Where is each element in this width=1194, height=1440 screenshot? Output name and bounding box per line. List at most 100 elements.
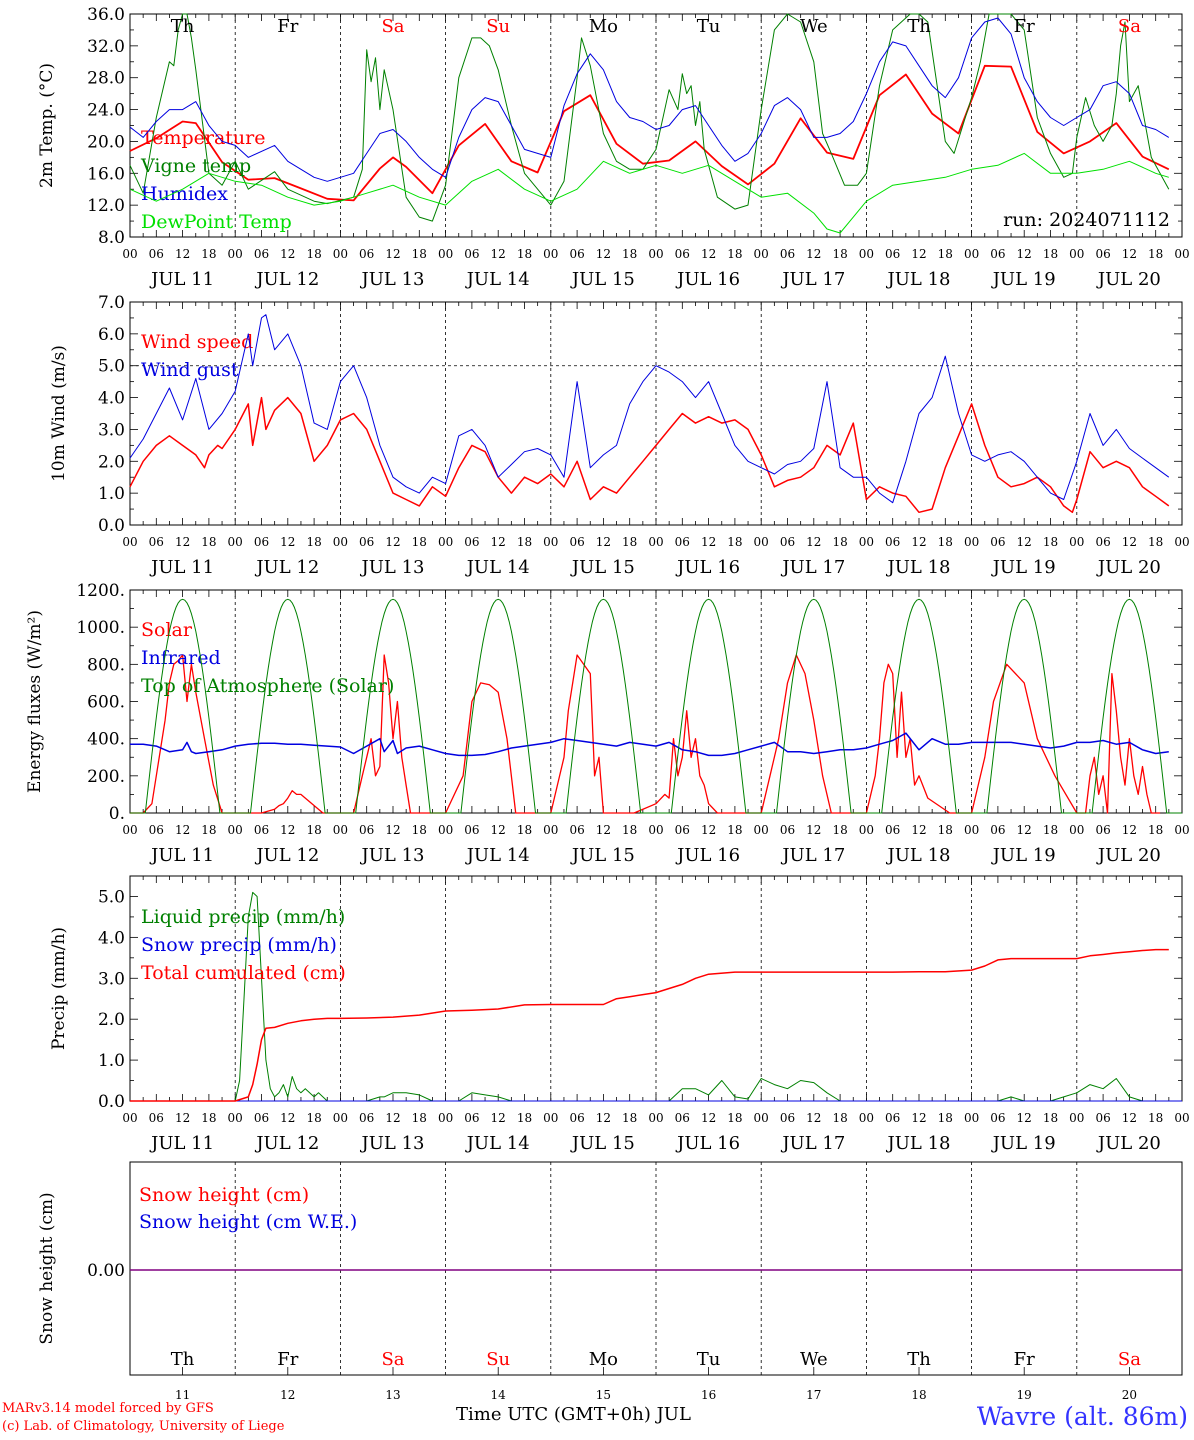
hour-tick-label: 12 <box>596 247 611 261</box>
hour-tick-label: 12 <box>1017 1111 1032 1125</box>
date-label: JUL 16 <box>675 845 740 866</box>
y-axis-title: 10m Wind (m/s) <box>49 345 69 482</box>
hour-tick-label: 12 <box>806 1111 821 1125</box>
hour-tick-label: 00 <box>228 1111 243 1125</box>
y-tick-label: 20.0 <box>87 132 125 152</box>
hour-tick-label: 18 <box>622 823 637 837</box>
hour-tick-label: 06 <box>990 823 1005 837</box>
hour-tick-label: 06 <box>254 247 269 261</box>
hour-tick-label: 06 <box>885 535 900 549</box>
hour-tick-label: 12 <box>701 247 716 261</box>
hour-tick-label: 06 <box>990 247 1005 261</box>
hour-tick-label: 12 <box>596 1111 611 1125</box>
hour-tick-label: 12 <box>701 535 716 549</box>
hour-tick-label: 00 <box>438 1111 453 1125</box>
date-label: JUL 13 <box>360 269 425 290</box>
date-label: JUL 17 <box>780 1133 845 1154</box>
day-number-label: 17 <box>806 1388 821 1402</box>
hour-tick-label: 00 <box>1174 247 1189 261</box>
hour-tick-label: 18 <box>1148 247 1163 261</box>
hour-tick-label: 00 <box>648 823 663 837</box>
weekday-label: Tu <box>697 16 721 37</box>
hour-tick-label: 18 <box>517 535 532 549</box>
y-tick-label: 24.0 <box>87 101 125 121</box>
hour-tick-label: 06 <box>359 535 374 549</box>
hour-tick-label: 06 <box>149 535 164 549</box>
y-tick-label: 2.0 <box>98 1010 125 1030</box>
weekday-label: Sa <box>381 16 404 37</box>
y-tick-label: 1.0 <box>98 484 125 504</box>
hour-tick-label: 06 <box>1095 247 1110 261</box>
hour-tick-label: 00 <box>1069 247 1084 261</box>
hour-tick-label: 06 <box>780 247 795 261</box>
y-tick-label: 0. <box>109 804 125 824</box>
series-line-1 <box>129 396 1170 514</box>
hour-tick-label: 12 <box>1122 823 1137 837</box>
hour-tick-label: 18 <box>727 247 742 261</box>
legend-entry: Snow height (cm W.E.) <box>139 1211 357 1233</box>
hour-tick-label: 06 <box>359 1111 374 1125</box>
hour-tick-label: 12 <box>280 1111 295 1125</box>
hour-tick-label: 06 <box>254 535 269 549</box>
day-number-label: 12 <box>280 1388 295 1402</box>
hour-tick-label: 00 <box>333 1111 348 1125</box>
hour-tick-label: 06 <box>464 1111 479 1125</box>
series-line-3 <box>130 948 1169 1102</box>
y-tick-label: 3.0 <box>98 969 125 989</box>
series-line-1 <box>129 64 1170 202</box>
hour-tick-label: 06 <box>990 535 1005 549</box>
hour-tick-label: 06 <box>675 247 690 261</box>
weekday-label: Mo <box>589 16 618 37</box>
hour-tick-label: 06 <box>1095 1111 1110 1125</box>
date-label: JUL 15 <box>570 269 635 290</box>
hour-tick-label: 18 <box>727 823 742 837</box>
date-label: JUL 18 <box>886 269 951 290</box>
hour-tick-label: 12 <box>596 823 611 837</box>
date-label: JUL 19 <box>991 557 1056 578</box>
y-tick-label: 600. <box>87 693 125 713</box>
hour-tick-label: 18 <box>517 823 532 837</box>
hour-tick-label: 00 <box>1069 1111 1084 1125</box>
hour-tick-label: 00 <box>543 1111 558 1125</box>
y-tick-label: 8.0 <box>98 228 125 248</box>
series-line-3 <box>130 598 1182 814</box>
hour-tick-label: 06 <box>569 1111 584 1125</box>
y-tick-label: 12.0 <box>87 196 125 216</box>
hour-tick-label: 00 <box>122 535 137 549</box>
day-number-label: 14 <box>491 1388 507 1402</box>
y-tick-label: 16.0 <box>87 164 125 184</box>
hour-tick-label: 12 <box>280 247 295 261</box>
weekday-label: Fr <box>277 1349 298 1370</box>
hour-tick-label: 06 <box>885 1111 900 1125</box>
hour-tick-label: 06 <box>1095 823 1110 837</box>
hour-tick-label: 06 <box>885 823 900 837</box>
y-tick-label: 400. <box>87 730 125 750</box>
hour-tick-label: 18 <box>306 1111 321 1125</box>
date-label: JUL 18 <box>886 557 951 578</box>
hour-tick-label: 18 <box>832 1111 847 1125</box>
date-label: JUL 11 <box>149 557 214 578</box>
legend-entry: Liquid precip (mm/h) <box>141 906 345 928</box>
hour-tick-label: 18 <box>1043 823 1058 837</box>
model-line: MARv3.14 model forced by GFS <box>2 1401 214 1416</box>
hour-tick-label: 00 <box>859 1111 874 1125</box>
y-tick-label: 32.0 <box>87 37 125 57</box>
hour-tick-label: 18 <box>622 247 637 261</box>
hour-tick-label: 12 <box>385 535 400 549</box>
date-label: JUL 20 <box>1096 845 1161 866</box>
weekday-label: Th <box>171 1349 195 1370</box>
hour-tick-label: 00 <box>859 247 874 261</box>
hour-tick-label: 06 <box>464 823 479 837</box>
hour-tick-label: 00 <box>228 247 243 261</box>
y-tick-label: 6.0 <box>98 325 125 345</box>
hour-tick-label: 06 <box>359 247 374 261</box>
hour-tick-label: 12 <box>280 823 295 837</box>
hour-tick-label: 06 <box>254 1111 269 1125</box>
weekday-label: Su <box>486 16 510 37</box>
date-label: JUL 18 <box>886 1133 951 1154</box>
hour-tick-label: 06 <box>885 247 900 261</box>
hour-tick-label: 18 <box>517 247 532 261</box>
y-tick-label: 28.0 <box>87 69 125 89</box>
hour-tick-label: 06 <box>990 1111 1005 1125</box>
